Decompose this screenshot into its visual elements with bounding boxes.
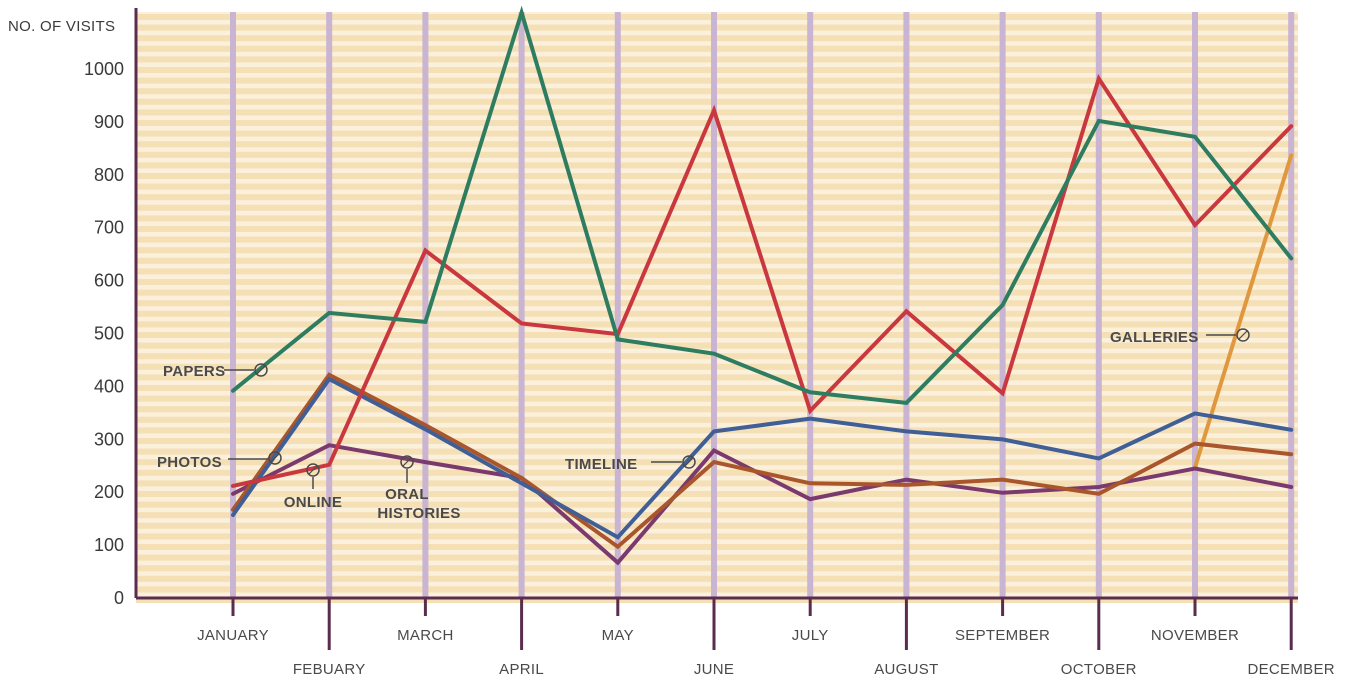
x-tick-label: JANUARY bbox=[197, 627, 269, 644]
x-tick-label: OCTOBER bbox=[1061, 661, 1137, 678]
x-tick-label: SEPTEMBER bbox=[955, 627, 1050, 644]
series-annotation: TIMELINE bbox=[565, 456, 637, 473]
x-tick-label: NOVEMBER bbox=[1151, 627, 1239, 644]
y-tick-label: 900 bbox=[94, 112, 124, 132]
y-tick-label: 800 bbox=[94, 165, 124, 185]
series-annotation: ONLINE bbox=[284, 494, 342, 511]
y-tick-label: 1000 bbox=[84, 59, 124, 79]
x-tick-label: DECEMBER bbox=[1247, 661, 1334, 678]
x-tick-label: JULY bbox=[792, 627, 829, 644]
series-annotation: PHOTOS bbox=[157, 454, 222, 471]
x-tick-label: MARCH bbox=[397, 627, 454, 644]
y-tick-label: 400 bbox=[94, 376, 124, 396]
y-axis-label: NO. OF VISITS bbox=[8, 18, 115, 35]
series-annotation: GALLERIES bbox=[1110, 329, 1199, 346]
y-tick-label: 0 bbox=[114, 588, 124, 608]
series-annotation: PAPERS bbox=[163, 363, 225, 380]
y-tick-label: 200 bbox=[94, 482, 124, 502]
y-tick-label: 500 bbox=[94, 324, 124, 344]
x-tick-label: APRIL bbox=[499, 661, 544, 678]
y-tick-label: 300 bbox=[94, 429, 124, 449]
series-annotation: ORAL bbox=[385, 486, 429, 503]
x-tick-label: JUNE bbox=[694, 661, 734, 678]
y-tick-label: 600 bbox=[94, 271, 124, 291]
series-annotation: HISTORIES bbox=[377, 505, 460, 522]
x-tick-label: FEBUARY bbox=[293, 661, 366, 678]
y-tick-label: 700 bbox=[94, 218, 124, 238]
x-tick-label: AUGUST bbox=[874, 661, 938, 678]
y-tick-label: 100 bbox=[94, 535, 124, 555]
x-tick-label: MAY bbox=[602, 627, 634, 644]
